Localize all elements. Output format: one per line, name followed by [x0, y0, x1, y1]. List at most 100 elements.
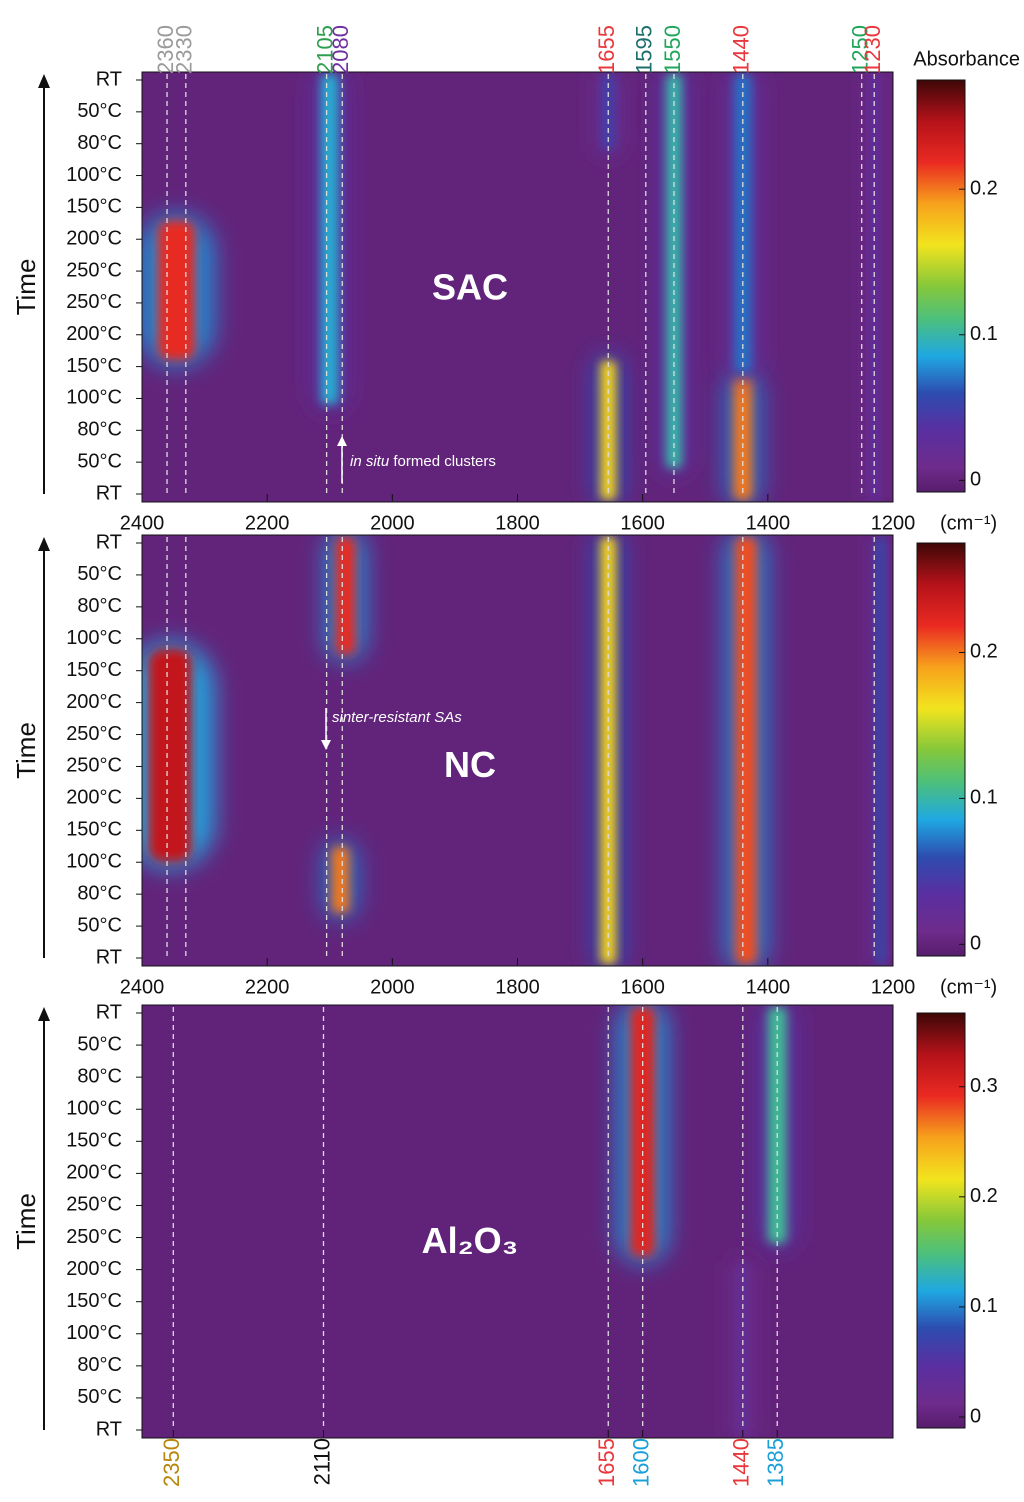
- x-tick-label: 2400: [120, 512, 165, 534]
- annotation-arrowhead: [337, 436, 347, 446]
- colorbar-tick-label: 0: [970, 933, 981, 955]
- y-tick-label: 50°C: [77, 100, 122, 122]
- y-tick-label: 150°C: [66, 1290, 122, 1312]
- annotation-arrowhead: [321, 740, 331, 750]
- band: [600, 360, 617, 500]
- y-tick-label: RT: [96, 1418, 122, 1440]
- y-tick-label: 200°C: [66, 323, 122, 345]
- peak-label: 1440: [729, 1438, 754, 1487]
- y-tick-label: 50°C: [77, 450, 122, 472]
- y-tick-label: 250°C: [66, 1226, 122, 1248]
- y-tick-label: 250°C: [66, 1194, 122, 1216]
- peak-label: 1230: [860, 25, 885, 74]
- plot-frame: [141, 534, 894, 967]
- band: [320, 74, 339, 405]
- peak-label: 1440: [729, 25, 754, 74]
- y-tick-label: 250°C: [66, 755, 122, 777]
- y-tick-label: RT: [96, 531, 122, 553]
- peak-label: 2360: [153, 25, 178, 74]
- band: [630, 1007, 656, 1257]
- x-tick-label: 1200: [871, 976, 916, 998]
- y-tick-label: RT: [96, 946, 122, 968]
- y-tick-label: 100°C: [66, 164, 122, 186]
- y-tick-label: 150°C: [66, 1130, 122, 1152]
- band: [869, 74, 879, 500]
- peak-label: 1595: [632, 25, 657, 74]
- peak-label: 2350: [159, 1438, 184, 1487]
- y-tick-label: 100°C: [66, 627, 122, 649]
- peak-label: 2080: [328, 25, 353, 74]
- band: [734, 74, 752, 373]
- x-tick-label: 2000: [370, 512, 415, 534]
- y-tick-label: 80°C: [77, 1354, 122, 1376]
- annotation-text: formed clusters: [393, 453, 496, 470]
- y-axis-label: Time: [11, 722, 41, 779]
- bands: [142, 535, 890, 966]
- y-axis-label: Time: [11, 1193, 41, 1250]
- y-tick-label: 150°C: [66, 819, 122, 841]
- y-tick-label: 80°C: [77, 419, 122, 441]
- y-tick-label: 80°C: [77, 595, 122, 617]
- plot-background: [142, 72, 893, 502]
- y-tick-label: 50°C: [77, 914, 122, 936]
- colorbar-tick-label: 0.1: [970, 323, 998, 345]
- colorbar-tick-label: 0.2: [970, 177, 998, 199]
- x-axis-label: (cm⁻¹): [940, 512, 997, 534]
- peak-label: 1250: [848, 25, 873, 74]
- y-tick-label: 80°C: [77, 1065, 122, 1087]
- colorbar-tick-label: 0.2: [970, 641, 998, 663]
- panel-label: SAC: [432, 267, 508, 308]
- plot-frame: [141, 71, 894, 503]
- x-tick-label: 1600: [620, 512, 665, 534]
- x-tick-label: 1400: [746, 976, 791, 998]
- plot-background: [142, 535, 893, 966]
- colorbar: [916, 1012, 966, 1429]
- band: [876, 537, 885, 964]
- band: [148, 648, 193, 862]
- peak-label: 2105: [312, 25, 337, 74]
- y-tick-label: 200°C: [66, 1258, 122, 1280]
- y-tick-label: 100°C: [66, 387, 122, 409]
- x-tick-label: 2200: [245, 512, 290, 534]
- band: [331, 846, 350, 913]
- y-tick-label: 50°C: [77, 563, 122, 585]
- peak-label: 1655: [594, 1438, 619, 1487]
- heatmap-panel: [141, 71, 894, 503]
- colorbar: [916, 79, 966, 493]
- y-tick-label: 100°C: [66, 851, 122, 873]
- y-tick-label: 150°C: [66, 196, 122, 218]
- annotation: sinter-resistant SAs: [332, 709, 462, 726]
- heatmap-panel: [141, 1004, 894, 1439]
- band: [666, 74, 682, 469]
- y-tick-label: 250°C: [66, 291, 122, 313]
- y-tick-label: RT: [96, 68, 122, 90]
- y-tick-label: RT: [96, 1001, 122, 1023]
- time-arrowhead: [38, 537, 50, 551]
- y-tick-label: 200°C: [66, 691, 122, 713]
- x-tick-label: 1800: [495, 512, 540, 534]
- band: [734, 537, 757, 964]
- x-tick-label: 1800: [495, 976, 540, 998]
- y-tick-label: RT: [96, 482, 122, 504]
- band: [157, 220, 196, 360]
- x-tick-label: 1600: [620, 976, 665, 998]
- colorbar-tick-label: 0.1: [970, 787, 998, 809]
- panel-label: NC: [444, 744, 496, 785]
- peak-label: 1600: [628, 1438, 653, 1487]
- y-tick-label: 250°C: [66, 723, 122, 745]
- plot-frame: [141, 1004, 894, 1439]
- time-arrowhead: [38, 1007, 50, 1021]
- y-axis-label: Time: [11, 259, 41, 316]
- y-tick-label: 100°C: [66, 1322, 122, 1344]
- x-tick-label: 2000: [370, 976, 415, 998]
- x-tick-label: 2400: [120, 976, 165, 998]
- x-tick-label: 2200: [245, 976, 290, 998]
- y-tick-label: 200°C: [66, 787, 122, 809]
- y-tick-label: 150°C: [66, 355, 122, 377]
- band: [600, 537, 617, 964]
- peak-label: 1550: [660, 25, 685, 74]
- peak-label: 1655: [594, 25, 619, 74]
- y-tick-label: 250°C: [66, 259, 122, 281]
- colorbar-tick-label: 0.1: [970, 1295, 998, 1317]
